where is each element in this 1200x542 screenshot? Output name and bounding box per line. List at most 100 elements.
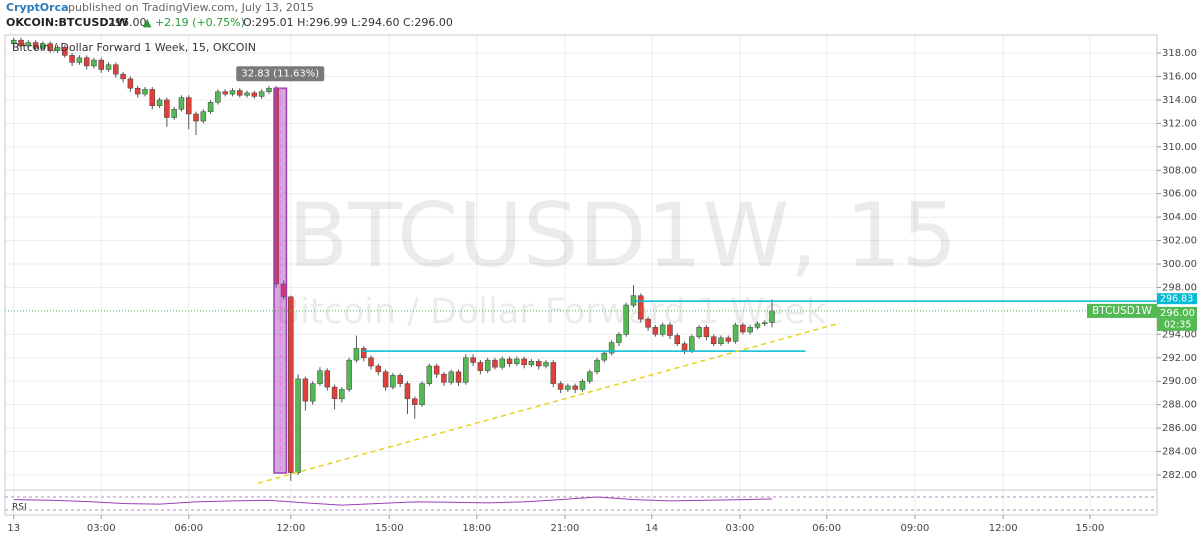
candle-body [229,90,236,95]
change: ▲ +2.19 (+0.75%) [143,16,245,29]
candle-body [528,361,535,366]
candle-body [302,378,309,402]
x-tick-label: 13 [7,523,20,534]
candle-body [543,362,549,367]
candle-body [185,97,192,115]
candle-body [623,304,629,335]
candle-body [47,43,53,51]
candle-body [113,64,119,75]
y-tick-label: 318.00 [1162,48,1197,59]
candle-body [484,359,491,371]
candle-body [419,383,425,405]
candle-body [492,359,498,368]
candle-body [149,89,156,107]
candle-body [309,383,316,402]
y-tick-label: 288.00 [1162,400,1197,411]
candle-body [652,327,659,335]
candle-body [674,335,680,344]
candle-body [244,92,250,96]
candle-body [638,295,644,320]
candle-body [601,352,608,361]
candle-body [412,398,418,405]
candle-body [404,383,411,400]
grid [5,35,1157,515]
candle-body [288,296,294,473]
candle-body [470,357,476,363]
candle-body [696,327,702,337]
candle-body [156,99,163,107]
candle-body [667,324,673,336]
y-tick-label: 286.00 [1162,423,1197,434]
candle-body [207,102,214,112]
candle-body [91,59,97,67]
candle-body [754,323,761,328]
candle-body [127,78,134,89]
y-tick-label: 300.00 [1162,259,1197,270]
candle-body [142,89,148,95]
candle-body [426,365,433,384]
candle-body [441,373,447,383]
x-tick-label: 03:00 [87,523,116,534]
candle-body [18,39,24,47]
rsi-pane [5,496,1157,511]
candle-body [222,91,228,95]
published: published on TradingView.com, July 13, 2… [68,1,314,14]
candle-body [703,327,710,337]
x-tick-label: 18:00 [462,523,491,534]
candle-body [448,371,454,383]
candle-body [579,380,586,390]
candle-body [178,97,185,110]
candle-body [630,295,637,306]
countdown-box [1157,318,1197,331]
candle-body [521,358,527,366]
x-tick-label: 12:00 [276,523,305,534]
last-price: 296.00 [108,16,147,29]
last-price-tag: 296.00 [1160,308,1195,319]
candle-body [215,91,221,103]
x-tick-label: 03:00 [726,523,755,534]
candle-body [98,59,104,70]
candle-body [105,64,112,70]
y-tick-label: 298.00 [1162,282,1197,293]
y-tick-label: 304.00 [1162,212,1197,223]
candle-body [689,336,695,352]
hline-price: 296.83 [1160,294,1193,305]
candle-body [732,324,739,342]
candle-body [346,359,352,390]
candle-body [761,322,768,325]
candle-body [83,57,90,67]
candle-body [645,318,651,328]
x-tick-label: 15:00 [1076,523,1105,534]
candle-body [382,371,389,388]
candle-body [171,109,177,118]
author[interactable]: CryptOrca [6,1,69,14]
candle-body [390,375,396,388]
candle-body [40,43,46,49]
x-tick-label: 06:00 [812,523,841,534]
x-tick-label: 06:00 [174,523,203,534]
legend: Bitcoin / Dollar Forward 1 Week, 15, OKC… [12,41,256,54]
candle-body [368,357,374,367]
last-price-box [1157,306,1197,319]
candle-body [69,55,75,63]
candle-body [10,39,17,44]
candle-body [477,362,484,371]
plot-area [5,37,1157,484]
candle-body [514,358,520,364]
y-tick-label: 292.00 [1162,353,1197,364]
candle-body [681,343,688,352]
x-tick-label: 14 [645,523,658,534]
candle-body [740,324,746,333]
y-tick-label: 282.00 [1162,470,1197,481]
measure-label-box [236,66,325,82]
symbol-tag: BTCUSD1W [1092,305,1152,317]
y-tick-label: 316.00 [1162,71,1197,82]
x-tick-label: 21:00 [551,523,580,534]
candle-body [32,42,39,49]
countdown: 02:35 [1164,319,1191,330]
y-tick-label: 302.00 [1162,236,1197,247]
y-tick-label: 284.00 [1162,447,1197,458]
candle-body [506,358,513,364]
candle-body [433,365,440,375]
